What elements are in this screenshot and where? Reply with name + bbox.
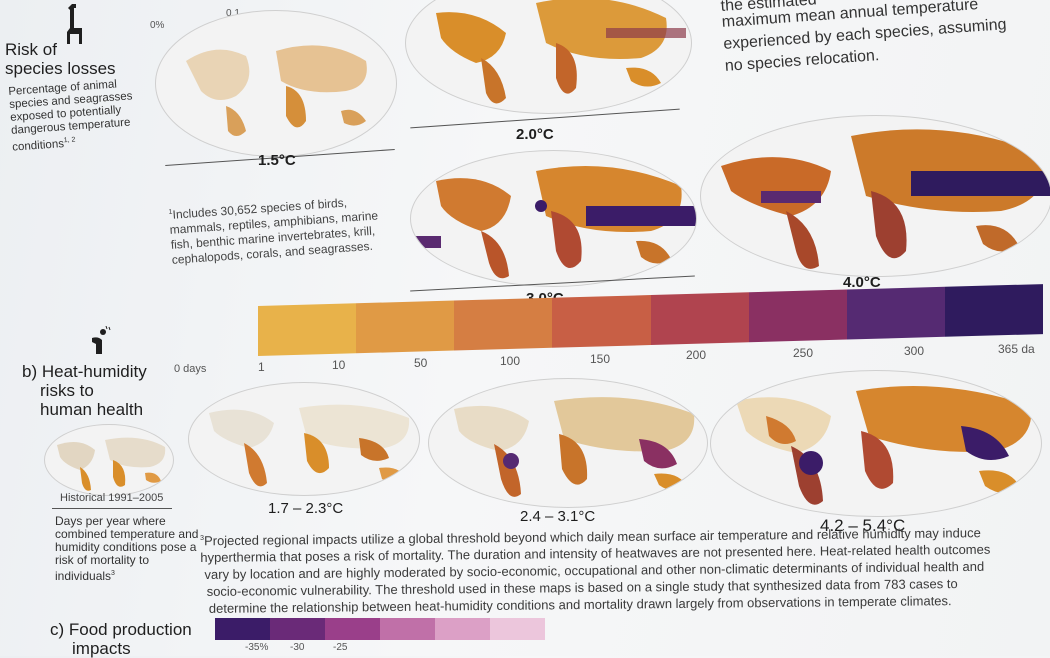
- tick-300: 300: [904, 344, 925, 358]
- section-a-scale-start: 0%: [150, 20, 165, 31]
- section-a-title-line1: Risk of: [5, 40, 57, 59]
- section-a-title: Risk of species losses: [5, 40, 116, 78]
- map-1-5-label: 1.5°C: [258, 152, 296, 169]
- historical-label: Historical 1991–2005: [60, 492, 164, 504]
- heat-map-3-label: 4.2 – 5.4°C: [820, 516, 906, 535]
- historical-rule: [52, 508, 172, 509]
- section-c-title: c) Food production impacts: [50, 620, 192, 658]
- food-seg-1: [215, 618, 270, 640]
- section-a-title-line2: species losses: [5, 59, 116, 78]
- food-seg-4: [380, 618, 435, 640]
- section-b-footnote: 3Projected regional impacts utilize a gl…: [200, 521, 1050, 617]
- giraffe-icon: [58, 2, 88, 46]
- food-production-colorbar: [215, 618, 545, 640]
- species-map-4-0: [700, 115, 1050, 277]
- colorbar-ticks: 1 10 50 100 150 200 250 300 365 da: [258, 342, 1035, 374]
- species-map-2-0: [405, 0, 692, 114]
- heat-map-4-2-5-4: [710, 370, 1042, 517]
- heat-map-historical: [44, 424, 174, 496]
- tick-200: 200: [686, 348, 707, 362]
- food-seg-6: [490, 618, 545, 640]
- food-tick-1: -35%: [245, 642, 269, 653]
- heat-map-1-7-2-3: [188, 382, 420, 496]
- section-b-title-line1: b) Heat-humidity: [22, 362, 147, 381]
- section-b-title-line3: human health: [40, 400, 144, 419]
- map-4-0-label: 4.0°C: [843, 274, 881, 291]
- food-seg-3: [325, 618, 380, 640]
- section-b-description: Days per year where combined temperature…: [55, 514, 199, 583]
- food-tick-2: -30: [290, 642, 305, 653]
- heat-map-1-label: 1.7 – 2.3°C: [268, 500, 344, 517]
- tick-100: 100: [500, 354, 521, 368]
- heat-map-2-label: 2.4 – 3.1°C: [520, 508, 596, 525]
- section-c-title-line1: c) Food production: [50, 620, 192, 639]
- tick-1: 1: [258, 360, 265, 374]
- map-2-0-label: 2.0°C: [516, 126, 554, 143]
- food-tick-3: -25: [333, 642, 348, 653]
- section-a-scale-first-tick: 0.1: [226, 8, 240, 19]
- tick-250: 250: [793, 346, 814, 360]
- heat-map-2-4-3-1: [428, 378, 708, 508]
- species-map-3-0: [410, 150, 697, 287]
- section-b-title: b) Heat-humidity risks to human health: [22, 362, 147, 419]
- heat-humidity-icon: [88, 325, 112, 356]
- food-seg-5: [435, 618, 490, 640]
- section-b-title-line2: risks to: [40, 381, 94, 400]
- tick-150: 150: [590, 352, 611, 366]
- species-map-1-5: [155, 10, 397, 157]
- tick-50: 50: [414, 356, 428, 370]
- tick-10: 10: [332, 358, 346, 372]
- tick-365: 365 da: [998, 342, 1035, 356]
- section-b-scale-start: 0 days: [174, 363, 207, 375]
- section-c-title-line2: impacts: [72, 639, 131, 658]
- food-seg-2: [270, 618, 325, 640]
